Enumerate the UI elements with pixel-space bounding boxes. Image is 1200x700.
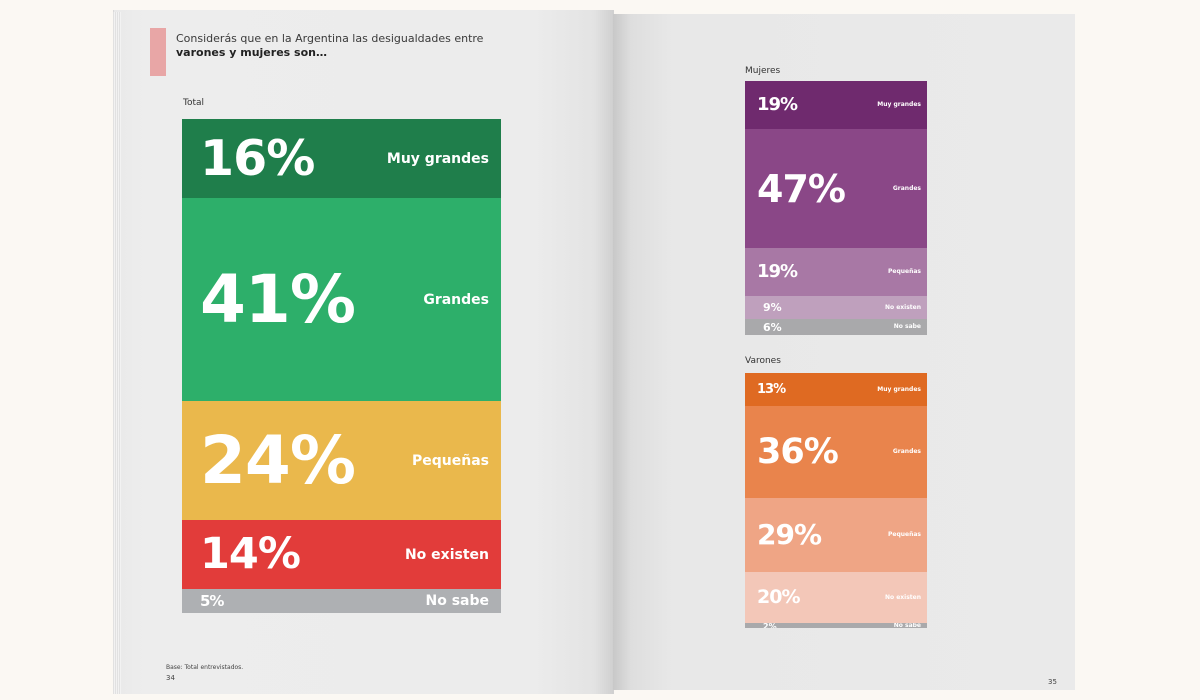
data-label: 13% (757, 382, 786, 397)
bar-segment: 16% Muy grandes (182, 119, 501, 198)
data-label: 2% (763, 623, 777, 628)
bar-segment: 20% No existen (745, 572, 927, 623)
data-label: 41% (200, 261, 356, 338)
bar-segment: 19% Muy grandes (745, 81, 927, 129)
category-label: No existen (884, 594, 921, 601)
chart-varones: 13% Muy grandes 36% Grandes 29% Pequeñas 20% No… (745, 373, 927, 628)
bar-segment: 5% No sabe (182, 589, 501, 613)
category-label: Pequeñas (888, 268, 921, 275)
category-label: No sabe (425, 593, 489, 609)
category-label: Grandes (892, 185, 921, 192)
category-label: Muy grandes (877, 101, 921, 108)
bar-segment: 41% Grandes (182, 198, 501, 401)
chart-title-varones: Varones (745, 356, 781, 366)
data-label: 9% (763, 301, 782, 314)
category-label: Grandes (892, 448, 921, 455)
bar-segment: 47% Grandes (745, 129, 927, 248)
data-label: 24% (200, 422, 356, 499)
title-accent-bar (150, 28, 166, 76)
bar-segment: 9% No existen (745, 296, 927, 319)
page-number-right: 35 (1048, 678, 1057, 686)
right-page: Mujeres 19% Muy grandes 47% Grandes 19% Peque… (613, 14, 1075, 690)
data-label: 36% (757, 432, 839, 472)
data-label: 6% (763, 321, 782, 334)
footnote: Base: Total entrevistados. (166, 664, 244, 671)
question-title: Considerás que en la Argentina las desig… (176, 32, 506, 60)
page-edges (113, 12, 121, 694)
page-number-left: 34 (166, 674, 175, 682)
category-label: No sabe (893, 323, 921, 330)
question-line-1: Considerás que en la Argentina las desig… (176, 32, 484, 45)
category-label: No sabe (893, 623, 921, 628)
bar-segment: 36% Grandes (745, 406, 927, 498)
data-label: 19% (757, 261, 798, 282)
data-label: 14% (200, 529, 301, 579)
bar-segment: 24% Pequeñas (182, 401, 501, 520)
category-label: Pequeñas (888, 531, 921, 538)
bar-segment: 6% No sabe (745, 319, 927, 335)
data-label: 29% (757, 518, 822, 551)
data-label: 16% (200, 130, 315, 187)
bar-segment: 14% No existen (182, 520, 501, 589)
chart-total: 16% Muy grandes 41% Grandes 24% Pequeñas 14% No… (182, 119, 501, 613)
data-label: 5% (200, 592, 224, 610)
category-label: Grandes (423, 292, 489, 308)
left-page: Considerás que en la Argentina las desig… (113, 10, 614, 694)
category-label: No existen (884, 304, 921, 311)
chart-title-mujeres: Mujeres (745, 66, 781, 76)
data-label: 19% (757, 94, 798, 115)
bar-segment: 13% Muy grandes (745, 373, 927, 406)
question-line-2: varones y mujeres son… (176, 46, 327, 59)
chart-title-total: Total (183, 98, 205, 108)
data-label: 20% (757, 586, 800, 608)
chart-mujeres: 19% Muy grandes 47% Grandes 19% Pequeñas 9% No … (745, 81, 927, 335)
bar-segment: 2% No sabe (745, 623, 927, 628)
category-label: Muy grandes (877, 386, 921, 393)
bar-segment: 29% Pequeñas (745, 498, 927, 572)
bar-segment: 19% Pequeñas (745, 248, 927, 296)
category-label: Pequeñas (412, 453, 489, 469)
category-label: Muy grandes (386, 151, 489, 167)
data-label: 47% (757, 167, 846, 211)
category-label: No existen (404, 547, 489, 563)
